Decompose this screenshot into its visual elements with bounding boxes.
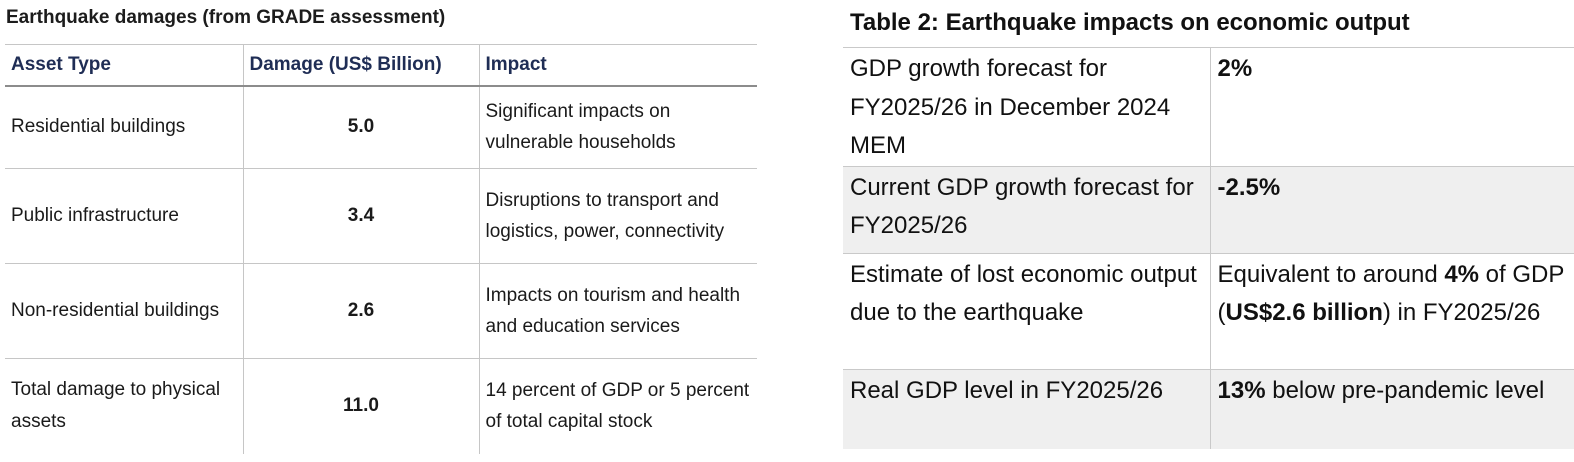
table-header-row: Asset Type Damage (US$ Billion) Impact — [5, 44, 757, 87]
value-bold: 4% — [1444, 260, 1480, 288]
header-impact: Impact — [479, 44, 757, 87]
table-row: Residential buildings 5.0 Significant im… — [5, 86, 757, 169]
economic-output-table: GDP growth forecast for FY2025/26 in Dec… — [843, 47, 1574, 449]
row-label-cell: Estimate of lost economic output due to … — [843, 252, 1211, 369]
table-row: Real GDP level in FY2025/26 13% below pr… — [843, 368, 1574, 449]
value-text: ) in FY2025/26 — [1382, 299, 1541, 326]
row-value-cell: -2.5% — [1210, 165, 1574, 253]
table-row: Estimate of lost economic output due to … — [843, 252, 1574, 369]
table-row: Public infrastructure 3.4 Disruptions to… — [5, 168, 757, 264]
value-bold: 13% — [1217, 376, 1266, 404]
damage-cell: 5.0 — [243, 86, 480, 169]
header-asset-type: Asset Type — [5, 44, 244, 87]
row-value-cell: 2% — [1210, 47, 1574, 166]
row-label-cell: Real GDP level in FY2025/26 — [843, 368, 1211, 449]
value-bold: 2% — [1217, 55, 1253, 82]
impact-cell: Significant impacts on vulnerable househ… — [479, 86, 757, 169]
table-row: GDP growth forecast for FY2025/26 in Dec… — [843, 47, 1574, 166]
table-row: Current GDP growth forecast for FY2025/2… — [843, 165, 1574, 253]
header-damage: Damage (US$ Billion) — [243, 44, 480, 87]
value-bold: -2.5% — [1217, 173, 1281, 201]
asset-type-cell: Residential buildings — [5, 86, 244, 169]
value-text: below pre-pandemic level — [1265, 376, 1545, 404]
row-value-cell: 13% below pre-pandemic level — [1210, 368, 1574, 449]
damage-cell: 2.6 — [243, 263, 480, 359]
impact-cell: Disruptions to transport and logistics, … — [479, 168, 757, 264]
damage-cell: 3.4 — [243, 168, 480, 264]
table-row: Non-residential buildings 2.6 Impacts on… — [5, 263, 757, 359]
row-label-cell: GDP growth forecast for FY2025/26 in Dec… — [843, 47, 1211, 166]
row-value-cell: Equivalent to around 4% of GDP (US$2.6 b… — [1210, 252, 1574, 369]
row-label-cell: Current GDP growth forecast for FY2025/2… — [843, 165, 1211, 253]
left-table-title: Earthquake damages (from GRADE assessmen… — [6, 7, 446, 28]
asset-type-cell: Non-residential buildings — [5, 263, 244, 359]
value-bold: US$2.6 billion — [1225, 299, 1383, 326]
damage-cell: 11.0 — [243, 358, 480, 454]
right-table-title: Table 2: Earthquake impacts on economic … — [850, 9, 1410, 36]
asset-type-cell: Total damage to physical assets — [5, 358, 244, 454]
table-row: Total damage to physical assets 11.0 14 … — [5, 358, 757, 454]
impact-cell: 14 percent of GDP or 5 percent of total … — [485, 380, 750, 433]
value-text: of GDP ( — [1217, 260, 1564, 327]
impact-cell: Impacts on tourism and health and educat… — [479, 263, 757, 359]
value-text: Equivalent to around — [1217, 260, 1445, 288]
asset-type-cell: Public infrastructure — [5, 168, 244, 264]
earthquake-damages-table: Asset Type Damage (US$ Billion) Impact R… — [5, 44, 757, 454]
